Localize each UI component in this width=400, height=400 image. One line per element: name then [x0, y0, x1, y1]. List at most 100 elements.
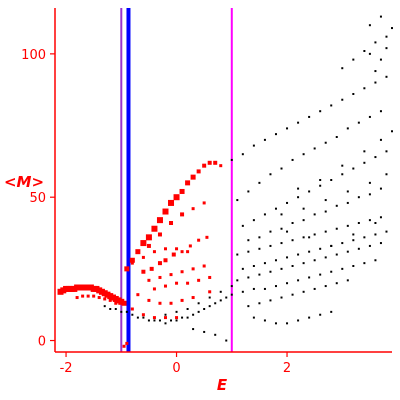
black-point — [297, 187, 300, 190]
black-point — [203, 330, 206, 333]
black-point — [280, 167, 283, 170]
black-point — [379, 110, 382, 113]
black-point — [385, 75, 388, 78]
black-point — [313, 287, 316, 290]
black-point — [192, 313, 195, 316]
black-point — [230, 158, 233, 161]
black-point — [297, 121, 300, 124]
black-series — [103, 15, 393, 342]
black-point — [186, 316, 189, 319]
black-point — [379, 216, 382, 219]
red-point — [145, 234, 152, 241]
black-point — [335, 253, 338, 256]
red-point — [190, 174, 196, 180]
red-point — [191, 267, 195, 271]
red-point — [169, 221, 174, 225]
black-point — [335, 227, 338, 230]
x-tick-label: 0 — [172, 361, 180, 376]
red-point — [147, 278, 151, 282]
red-point — [163, 247, 167, 251]
black-point — [391, 130, 393, 133]
black-point — [352, 58, 355, 61]
black-point — [225, 339, 228, 342]
black-point — [181, 316, 184, 319]
black-point — [125, 310, 128, 313]
black-point — [308, 115, 311, 118]
red-point — [168, 199, 175, 206]
red-point — [196, 169, 201, 174]
red-point — [175, 281, 179, 285]
black-point — [230, 285, 233, 288]
red-point — [163, 316, 167, 320]
black-point — [302, 262, 305, 265]
red-point — [173, 194, 180, 201]
black-point — [214, 302, 217, 305]
black-point — [335, 136, 338, 138]
red-point — [186, 250, 190, 254]
black-point — [319, 110, 322, 113]
black-point — [341, 173, 344, 176]
black-point — [302, 219, 305, 222]
red-point — [208, 290, 212, 294]
black-point — [269, 270, 272, 273]
black-point — [297, 279, 300, 282]
red-point — [202, 201, 206, 205]
y-tick-label: 50 — [29, 191, 46, 206]
black-point — [247, 190, 250, 193]
black-point — [357, 222, 360, 224]
black-point — [142, 316, 145, 319]
black-point — [330, 310, 333, 313]
black-point — [346, 279, 349, 282]
black-point — [346, 250, 349, 253]
black-point — [319, 179, 322, 181]
black-point — [269, 230, 272, 233]
black-point — [247, 250, 250, 253]
black-point — [286, 201, 289, 204]
black-point — [346, 127, 349, 130]
black-point — [280, 242, 283, 245]
red-point — [86, 294, 90, 298]
black-point — [341, 242, 344, 245]
black-point — [368, 52, 371, 55]
black-point — [352, 265, 355, 267]
black-point — [368, 244, 371, 247]
red-point — [162, 208, 169, 215]
red-point — [149, 266, 154, 271]
red-point — [118, 298, 125, 305]
black-point — [258, 236, 261, 239]
black-point — [352, 239, 355, 242]
black-point — [291, 265, 294, 267]
red-point — [124, 266, 130, 272]
black-point — [109, 308, 112, 310]
red-point — [205, 235, 209, 239]
black-point — [341, 164, 344, 167]
black-point — [324, 199, 327, 202]
black-point — [219, 299, 222, 302]
black-point — [291, 222, 294, 224]
black-point — [247, 239, 250, 242]
black-point — [308, 190, 311, 193]
black-point — [274, 322, 277, 325]
black-point — [274, 207, 277, 210]
red-point — [175, 316, 179, 320]
red-point — [151, 225, 158, 232]
black-point — [252, 265, 255, 267]
black-point — [357, 196, 360, 199]
black-point — [241, 267, 244, 270]
black-point — [286, 322, 289, 325]
black-point — [357, 121, 360, 124]
red-point — [114, 301, 118, 305]
red-point — [180, 298, 184, 302]
black-point — [363, 262, 366, 265]
red-point — [169, 301, 173, 305]
black-point — [319, 273, 322, 276]
black-point — [313, 147, 316, 150]
black-point — [324, 285, 327, 288]
axes — [54, 8, 392, 353]
red-point — [75, 296, 79, 300]
black-point — [313, 259, 316, 262]
red-point — [141, 313, 145, 317]
black-point — [131, 313, 134, 316]
black-point — [341, 98, 344, 101]
black-point — [114, 308, 117, 310]
